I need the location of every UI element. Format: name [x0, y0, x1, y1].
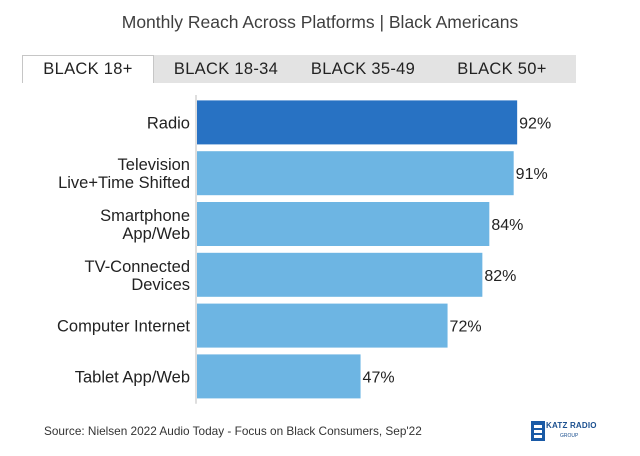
value-label-4: 72% [450, 319, 482, 336]
category-label-2-0: Smartphone [100, 207, 190, 225]
category-label-0-0: Radio [147, 114, 190, 132]
value-label-0: 92% [519, 115, 551, 132]
bar-4 [197, 303, 448, 348]
category-label-1-1: Live+Time Shifted [58, 174, 190, 192]
tab-black-18-plus[interactable]: BLACK 18+ [22, 55, 154, 83]
chart-title: Monthly Reach Across Platforms | Black A… [121, 12, 519, 32]
bar-5 [197, 354, 361, 399]
category-label-4-0: Computer Internet [57, 318, 190, 336]
tab-black-18-34[interactable]: BLACK 18-34 [173, 59, 279, 78]
bar-3 [197, 252, 483, 297]
logo-text: KATZ RADIO [546, 421, 597, 430]
category-label-3-0: TV-Connected [85, 258, 190, 276]
tab-black-50-plus[interactable]: BLACK 50+ [457, 59, 547, 78]
bar-2 [197, 202, 490, 246]
category-label-2-1: App/Web [122, 225, 190, 243]
source-note: Source: Nielsen 2022 Audio Today - Focus… [44, 424, 422, 438]
category-label-3-1: Devices [131, 276, 190, 294]
tab-black-35-49[interactable]: BLACK 35-49 [310, 59, 416, 78]
bar-0 [197, 100, 518, 145]
category-label-1-0: Television [118, 156, 190, 174]
value-label-3: 82% [484, 268, 516, 285]
audience-tabs: BLACK 18+ BLACK 18-34 BLACK 35-49 BLACK … [22, 55, 576, 83]
logo-subtext: GROUP [560, 433, 579, 439]
category-label-5-0: Tablet App/Web [75, 368, 190, 386]
bar-1 [197, 151, 514, 196]
value-label-2: 84% [491, 217, 523, 234]
value-label-1: 91% [516, 166, 548, 183]
value-label-5: 47% [363, 369, 395, 386]
katz-radio-group-logo [531, 421, 545, 441]
